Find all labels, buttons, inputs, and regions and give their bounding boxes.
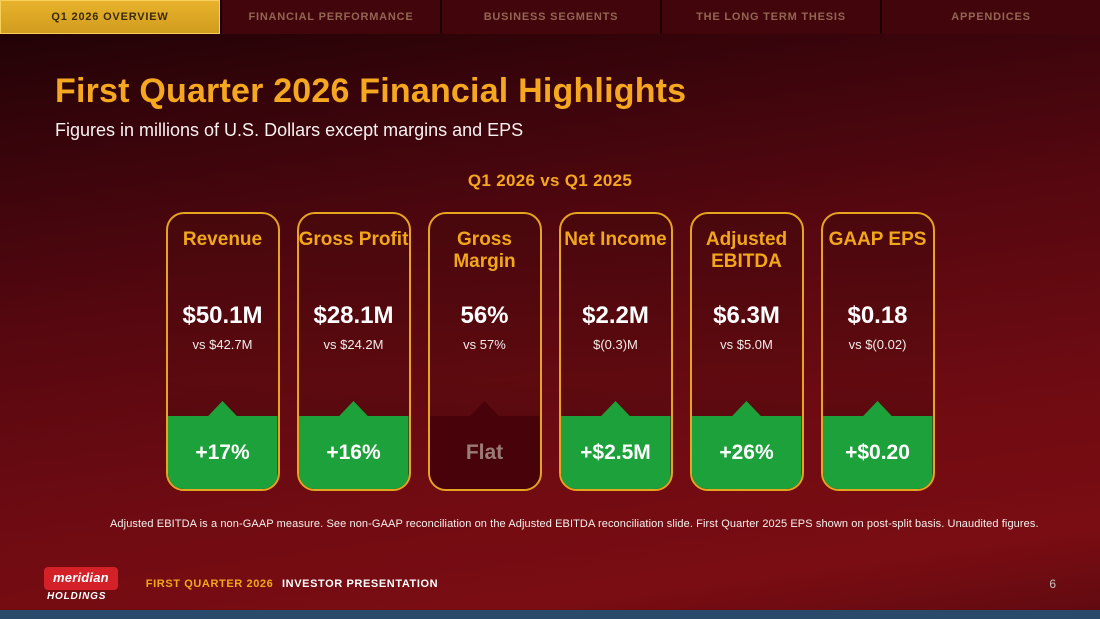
- metric-value: $0.18: [847, 302, 908, 329]
- metric-comparison: vs $(0.02): [848, 337, 907, 352]
- metric-delta-badge: +$2.5M: [560, 401, 671, 489]
- metric-delta: +$0.20: [845, 440, 910, 464]
- footer: meridian HOLDINGS FIRST QUARTER 2026 INV…: [0, 558, 1100, 610]
- metric-value: $2.2M: [582, 302, 649, 329]
- metric-title: Adjusted EBITDA: [705, 229, 788, 273]
- metric-delta: +16%: [326, 440, 381, 464]
- footer-caption-rest: INVESTOR PRESENTATION: [282, 578, 439, 590]
- metric-card-net-income: Net Income $2.2M $(0.3)M +$2.5M: [558, 212, 673, 491]
- tab-long-term-thesis[interactable]: THE LONG TERM THESIS: [662, 0, 880, 34]
- metric-value: $50.1M: [182, 302, 263, 329]
- metric-delta-badge: +16%: [298, 401, 409, 489]
- metric-value: $6.3M: [713, 302, 780, 329]
- metric-comparison: vs $5.0M: [720, 337, 773, 352]
- comparison-heading: Q1 2026 vs Q1 2025: [467, 171, 633, 190]
- metric-delta: +$2.5M: [580, 440, 651, 464]
- metric-delta-badge: +$0.20: [822, 401, 933, 489]
- metric-title: Revenue: [182, 229, 263, 250]
- tab-q1-2026-overview[interactable]: Q1 2026 OVERVIEW: [0, 0, 220, 34]
- metric-title: GAAP EPS: [828, 229, 927, 250]
- metric-delta-badge: +17%: [167, 401, 278, 489]
- footnote: Adjusted EBITDA is a non-GAAP measure. S…: [110, 518, 1039, 530]
- metric-delta-badge: +26%: [691, 401, 802, 489]
- tab-label: BUSINESS SEGMENTS: [483, 11, 619, 23]
- tab-label: FINANCIAL PERFORMANCE: [248, 11, 414, 23]
- tab-label: Q1 2026 OVERVIEW: [51, 11, 169, 23]
- metric-delta: Flat: [465, 440, 504, 464]
- page-number: 6: [1049, 577, 1056, 591]
- metric-card-revenue: Revenue $50.1M vs $42.7M +17%: [165, 212, 280, 491]
- metric-comparison: vs $42.7M: [192, 337, 253, 352]
- metric-title: Net Income: [564, 229, 667, 250]
- company-logo: meridian HOLDINGS: [44, 566, 118, 602]
- tab-business-segments[interactable]: BUSINESS SEGMENTS: [442, 0, 660, 34]
- main-content: First Quarter 2026 Financial Highlights …: [0, 34, 1100, 530]
- footer-caption-highlight: FIRST QUARTER 2026: [145, 578, 274, 590]
- tab-label: THE LONG TERM THESIS: [696, 11, 846, 23]
- metric-delta: +17%: [195, 440, 250, 464]
- page-title: First Quarter 2026 Financial Highlights: [55, 72, 687, 110]
- metric-card-adjusted-ebitda: Adjusted EBITDA $6.3M vs $5.0M +26%: [689, 212, 804, 491]
- metric-comparison: vs $24.2M: [323, 337, 384, 352]
- metric-comparison: $(0.3)M: [593, 337, 638, 352]
- metric-title: Gross Margin: [453, 229, 516, 273]
- metric-title: Gross Profit: [298, 229, 409, 250]
- nav-bar: Q1 2026 OVERVIEW FINANCIAL PERFORMANCE B…: [0, 0, 1100, 34]
- page-subtitle: Figures in millions of U.S. Dollars exce…: [55, 120, 524, 140]
- metric-delta-badge: Flat: [429, 401, 540, 489]
- metric-comparison: vs 57%: [463, 337, 506, 352]
- metric-card-gross-profit: Gross Profit $28.1M vs $24.2M +16%: [296, 212, 411, 491]
- bottom-accent-strip: [0, 610, 1100, 619]
- tab-label: APPENDICES: [951, 11, 1031, 23]
- metric-card-gross-margin: Gross Margin 56% vs 57% Flat: [427, 212, 542, 491]
- metric-value: 56%: [460, 302, 509, 329]
- logo-wordmark: meridian: [53, 569, 109, 585]
- logo-box: meridian: [44, 566, 118, 590]
- metric-value: $28.1M: [313, 302, 394, 329]
- tab-financial-performance[interactable]: FINANCIAL PERFORMANCE: [222, 0, 440, 34]
- logo-subtitle: HOLDINGS: [47, 590, 107, 602]
- metric-delta: +26%: [719, 440, 774, 464]
- metric-cards-row: Revenue $50.1M vs $42.7M +17% Gross Prof…: [55, 212, 1045, 491]
- tab-appendices[interactable]: APPENDICES: [882, 0, 1100, 34]
- metric-card-gaap-eps: GAAP EPS $0.18 vs $(0.02) +$0.20: [820, 212, 935, 491]
- footer-caption: FIRST QUARTER 2026 INVESTOR PRESENTATION: [146, 578, 438, 590]
